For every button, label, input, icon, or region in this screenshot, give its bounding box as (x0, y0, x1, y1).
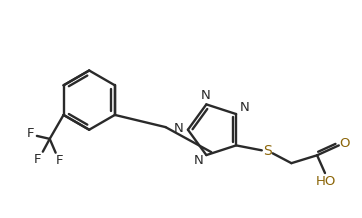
Text: N: N (240, 101, 250, 114)
Text: HO: HO (316, 175, 336, 188)
Text: O: O (340, 137, 350, 150)
Text: N: N (174, 122, 184, 135)
Text: N: N (194, 153, 203, 167)
Text: F: F (27, 128, 35, 140)
Text: F: F (56, 154, 63, 167)
Text: F: F (34, 153, 42, 166)
Text: N: N (201, 89, 210, 102)
Text: S: S (263, 144, 272, 158)
